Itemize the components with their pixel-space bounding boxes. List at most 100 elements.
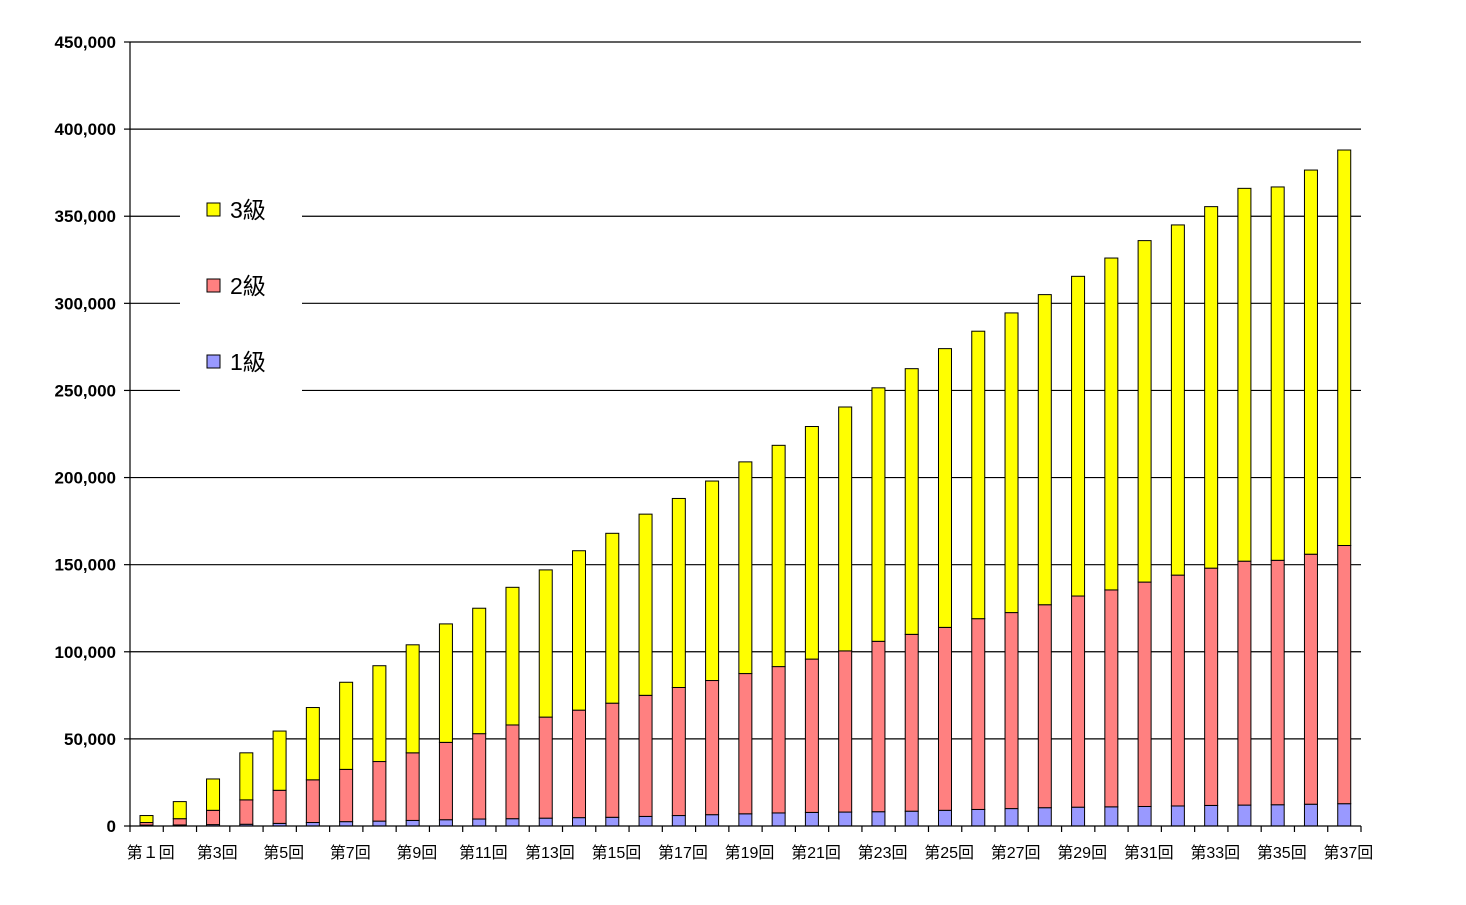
legend-label: 2級 xyxy=(230,273,266,299)
bar-segment-2 xyxy=(1004,612,1019,810)
bar-segment-2 xyxy=(572,709,587,819)
bar-segment-2 xyxy=(1137,581,1152,807)
bar-segment-3 xyxy=(405,644,420,754)
bar-segment-2 xyxy=(671,686,686,817)
bar-segment-1 xyxy=(838,811,853,827)
bar-segment-2 xyxy=(1337,545,1352,805)
bar-segment-2 xyxy=(405,752,420,821)
bar-segment-3 xyxy=(339,681,354,770)
bar-segment-2 xyxy=(1037,604,1052,809)
y-tick-label: 200,000 xyxy=(55,469,116,488)
bar-segment-1 xyxy=(1071,806,1086,827)
bar-segment-3 xyxy=(971,330,986,620)
bar-segment-2 xyxy=(605,702,620,818)
x-tick-label: 第21回 xyxy=(791,844,841,862)
bar-segment-3 xyxy=(871,387,886,642)
bar-segment-2 xyxy=(172,818,187,826)
bar-segment-2 xyxy=(1237,560,1252,806)
legend: 3級 2級 1級 xyxy=(206,197,266,375)
bar-segment-1 xyxy=(971,808,986,827)
bar-segment-2 xyxy=(1270,559,1285,806)
x-tick-label: 第11回 xyxy=(459,844,508,862)
bar-segment-3 xyxy=(638,513,653,696)
y-tick-label: 0 xyxy=(107,817,116,836)
bar-segment-1 xyxy=(1204,804,1219,827)
x-tick-label: 第35回 xyxy=(1257,844,1307,862)
bar-segment-1 xyxy=(472,818,487,827)
bar-segment-3 xyxy=(738,461,753,675)
bar-segment-3 xyxy=(1137,240,1152,583)
x-tick-label: 第15回 xyxy=(592,844,642,862)
x-tick-label: 第27回 xyxy=(991,844,1041,862)
x-tick-labels: 第１回 第3回 第5回 第7回 第9回 第11回 第13回 第15回 第17回 第19回 第21回第… xyxy=(127,844,1374,862)
x-tick-label: 第17回 xyxy=(658,844,708,862)
bar-segment-1 xyxy=(937,809,952,827)
bar-segment-3 xyxy=(1004,312,1019,614)
bar-segment-1 xyxy=(904,810,919,827)
x-tick-label: 第31回 xyxy=(1124,844,1174,862)
x-tick-label: 第25回 xyxy=(924,844,974,862)
y-tick-label: 350,000 xyxy=(55,207,116,226)
bar-segment-1 xyxy=(1270,804,1285,827)
bar-segment-3 xyxy=(438,623,453,743)
bar-segment-1 xyxy=(505,818,520,827)
x-tick-label: 第5回 xyxy=(263,844,304,862)
bar-segment-3 xyxy=(272,730,287,791)
bar-segment-1 xyxy=(438,819,453,827)
bar-segment-3 xyxy=(838,406,853,652)
bar-segment-2 xyxy=(771,666,786,814)
x-tick-label: 第9回 xyxy=(396,844,437,862)
bar-segment-2 xyxy=(804,658,819,813)
bar-segment-2 xyxy=(1170,574,1185,807)
bar-segment-1 xyxy=(705,814,720,827)
bar-segment-2 xyxy=(239,799,254,825)
bar-segment-2 xyxy=(1104,589,1119,808)
bar-segment-3 xyxy=(605,532,620,704)
bar-segment-2 xyxy=(206,809,221,826)
bar-segment-2 xyxy=(1303,553,1318,805)
bar-segment-3 xyxy=(705,480,720,682)
bar-segment-3 xyxy=(1337,149,1352,547)
bar-segment-3 xyxy=(538,569,553,718)
bar-segment-1 xyxy=(1104,806,1119,827)
x-tick-label: 第13回 xyxy=(525,844,575,862)
bar-segment-1 xyxy=(804,811,819,827)
bar-segment-3 xyxy=(1303,169,1318,555)
bar-segment-3 xyxy=(1237,187,1252,562)
x-tick-label: 第3回 xyxy=(197,844,238,862)
bar-segment-1 xyxy=(1303,803,1318,827)
bar-segment-2 xyxy=(971,618,986,810)
bar-segment-1 xyxy=(771,812,786,827)
bar-segment-3 xyxy=(139,815,154,824)
bar-segment-3 xyxy=(1270,186,1285,561)
x-tick-label: 第33回 xyxy=(1190,844,1240,862)
bar-segment-3 xyxy=(1204,206,1219,569)
bar-segment-1 xyxy=(538,817,553,827)
bar-segment-2 xyxy=(638,694,653,817)
y-tick-label: 400,000 xyxy=(55,120,116,139)
bar-segment-1 xyxy=(638,815,653,827)
bar-segment-3 xyxy=(904,368,919,635)
bar-segment-2 xyxy=(438,741,453,821)
x-tick-label: 第29回 xyxy=(1057,844,1107,862)
bar-segment-3 xyxy=(1037,294,1052,606)
bar-segment-3 xyxy=(572,550,587,711)
bar-segment-3 xyxy=(305,707,320,781)
bar-segment-1 xyxy=(1170,805,1185,827)
legend-label: 3級 xyxy=(230,197,266,223)
bar-segment-3 xyxy=(206,778,221,811)
bar-segment-2 xyxy=(738,673,753,815)
bar-segment-3 xyxy=(1170,224,1185,576)
bar-segment-2 xyxy=(339,768,354,823)
y-tick-label: 100,000 xyxy=(55,643,116,662)
bar-segment-2 xyxy=(472,733,487,820)
bar-segment-1 xyxy=(1237,804,1252,827)
x-tick-label: 第37回 xyxy=(1323,844,1373,862)
bar-segment-1 xyxy=(405,819,420,827)
bar-segment-1 xyxy=(1137,805,1152,827)
bar-segment-3 xyxy=(372,665,387,763)
y-tick-labels: 0 50,000 100,000 150,000 200,000 250,000 300,0… xyxy=(55,33,116,836)
legend-swatch xyxy=(206,354,221,369)
x-tick-label: 第１回 xyxy=(127,844,175,862)
